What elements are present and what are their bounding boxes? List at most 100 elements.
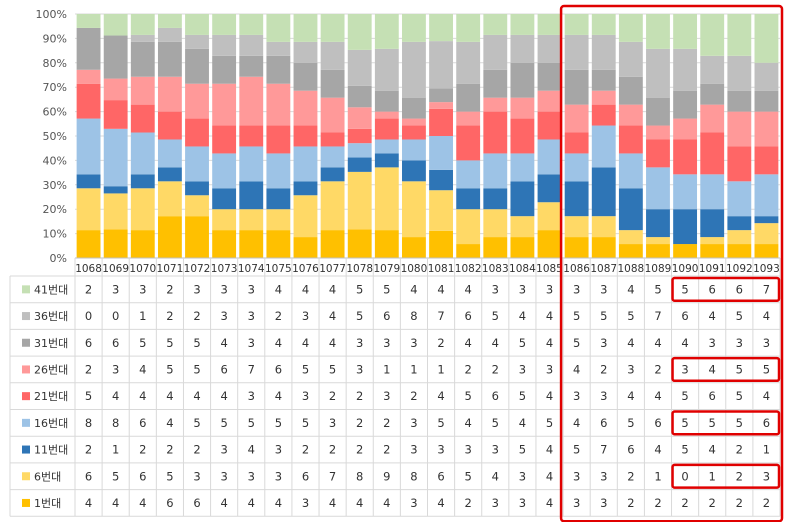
bar-segment [266, 83, 291, 126]
bar-segment [320, 167, 345, 182]
bar-segment [429, 169, 453, 191]
table-cell-value: 5 [492, 416, 499, 430]
table-cell-value: 3 [600, 389, 607, 403]
table-cell-value: 3 [709, 336, 716, 350]
table-cell-value: 5 [709, 416, 716, 430]
legend-key [22, 472, 30, 481]
bar-segment [402, 41, 426, 98]
bar-segment [700, 244, 725, 258]
table-cell-value: 2 [465, 362, 472, 376]
bar-segment [456, 160, 481, 189]
table-cell-value: 5 [736, 309, 743, 323]
table-cell-value: 4 [492, 469, 499, 483]
table-cell-value: 3 [275, 469, 282, 483]
bar-segment [564, 104, 589, 133]
table-cell-value: 4 [546, 309, 553, 323]
table-cell-value: 4 [546, 496, 553, 510]
table-cell-value: 4 [302, 336, 309, 350]
table-cell-value: 6 [220, 362, 227, 376]
table-cell-value: 4 [166, 389, 173, 403]
table-cell-value: 5 [519, 336, 526, 350]
bar-segment [212, 209, 237, 231]
table-cell-value: 2 [627, 496, 634, 510]
table-cell-value: 3 [573, 496, 580, 510]
bar-segment [103, 128, 128, 187]
table-cell-value: 5 [681, 416, 688, 430]
table-cell-value: 3 [248, 282, 255, 296]
bar-segment [347, 128, 372, 144]
x-tick-label: 1073 [211, 263, 238, 275]
table-cell-value: 3 [356, 336, 363, 350]
table-cell-value: 2 [85, 443, 92, 457]
bar-segment [673, 90, 698, 119]
bar-segment [483, 111, 508, 154]
bar-segment [673, 48, 698, 91]
bar-segment [456, 83, 481, 112]
bar-segment [591, 90, 616, 105]
bar-segment [564, 181, 589, 217]
bar-segment [266, 153, 291, 189]
table-cell-value: 3 [437, 443, 444, 457]
table-cell-value: 3 [763, 469, 770, 483]
bar-segment [429, 88, 453, 103]
bar-segment [374, 118, 399, 140]
bar-segment [429, 190, 453, 231]
table-cell-value: 3 [492, 496, 499, 510]
bar-segment [103, 14, 128, 36]
table-cell-value: 5 [492, 309, 499, 323]
bar-segment [347, 229, 372, 258]
table-cell-value: 4 [139, 362, 146, 376]
table-cell-value: 4 [383, 496, 390, 510]
table-cell-value: 5 [519, 389, 526, 403]
bar-segment [456, 125, 481, 161]
table-cell-value: 4 [546, 443, 553, 457]
bar-segment [700, 104, 725, 133]
bar-segment [402, 125, 426, 140]
bar-segment [212, 83, 237, 126]
table-cell-value: 4 [546, 336, 553, 350]
table-cell-value: 4 [465, 416, 472, 430]
table-cell-value: 4 [166, 416, 173, 430]
y-tick-label: 40% [43, 154, 67, 167]
bar-segment [157, 181, 182, 217]
table-cell-value: 8 [85, 416, 92, 430]
x-tick-label: 1091 [699, 263, 726, 275]
table-cell-value: 1 [654, 469, 661, 483]
bar-segment [103, 78, 128, 101]
bar-segment [727, 55, 752, 91]
legend-key [22, 418, 30, 427]
table-cell-value: 4 [654, 443, 661, 457]
table-cell-value: 4 [546, 389, 553, 403]
bar-segment [347, 171, 372, 230]
y-tick-label: 80% [43, 57, 67, 70]
table-cell-value: 3 [410, 336, 417, 350]
table-cell-value: 4 [275, 389, 282, 403]
bar-segment [402, 237, 426, 258]
table-cell-value: 2 [736, 469, 743, 483]
table-cell-value: 4 [275, 336, 282, 350]
bar-segment [510, 181, 535, 217]
x-tick-label: 1071 [157, 263, 184, 275]
table-cell-value: 5 [248, 416, 255, 430]
table-cell-value: 1 [410, 362, 417, 376]
legend-label: 41번대 [34, 283, 68, 296]
bar-segment [402, 118, 426, 126]
bar-segment [239, 125, 264, 147]
table-cell-value: 3 [410, 416, 417, 430]
bar-segment [130, 104, 155, 133]
bar-segment [510, 97, 535, 119]
table-cell-value: 2 [492, 362, 499, 376]
bar-segment [239, 55, 264, 77]
table-cell-value: 4 [627, 282, 634, 296]
highlight-box-row [671, 276, 781, 302]
table-cell-value: 8 [410, 469, 417, 483]
bar-segment [564, 216, 589, 238]
bar-segment [483, 69, 508, 98]
table-cell-value: 6 [193, 496, 200, 510]
table-cell-value: 5 [112, 469, 119, 483]
table-cell-value: 5 [465, 389, 472, 403]
x-tick-label: 1087 [590, 263, 617, 275]
bar-segment [429, 41, 453, 89]
x-tick-label: 1070 [129, 263, 156, 275]
bar-segment [456, 111, 481, 126]
